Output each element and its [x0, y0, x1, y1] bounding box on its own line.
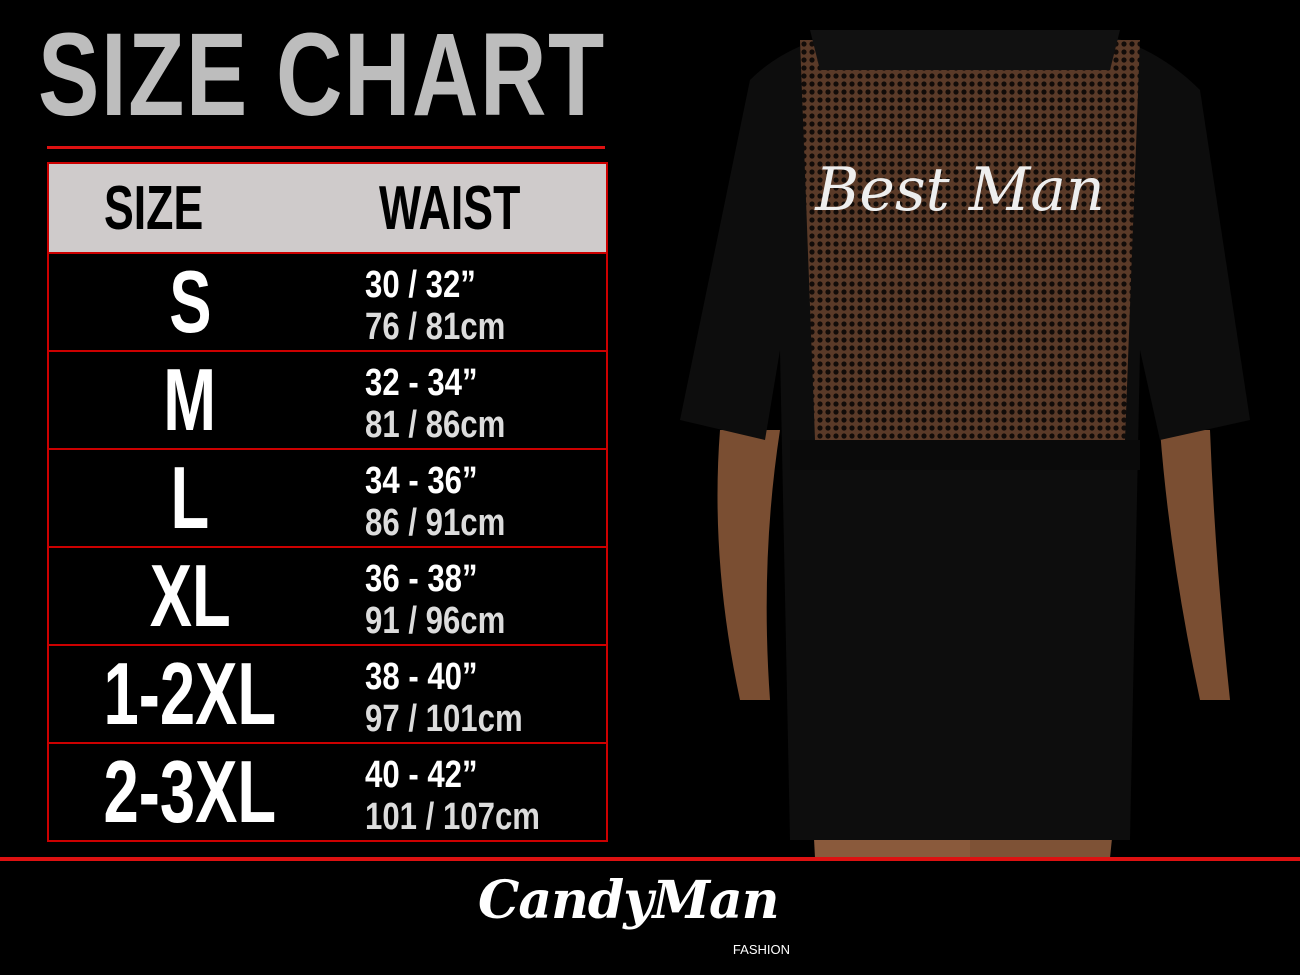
size-table: SIZE WAIST S 30 / 32” 76 / 81cm M 32 - 34” 81…: [47, 162, 608, 842]
waist-cm: 91 / 96cm: [365, 600, 506, 642]
robe-belt: [790, 440, 1140, 470]
waist-inches: 34 - 36”: [365, 460, 478, 502]
waist-inches: 32 - 34”: [365, 362, 478, 404]
waist-cell: 36 - 38” 91 / 96cm: [365, 558, 505, 642]
table-row: M 32 - 34” 81 / 86cm: [49, 350, 606, 450]
header-waist: WAIST: [379, 173, 521, 243]
table-header: SIZE WAIST: [49, 164, 606, 254]
waist-cm: 81 / 86cm: [365, 404, 506, 446]
size-label: 1-2XL: [103, 644, 277, 743]
table-row: XL 36 - 38” 91 / 96cm: [49, 546, 606, 646]
table-row: S 30 / 32” 76 / 81cm: [49, 252, 606, 352]
robe-print-text: Best Man: [814, 155, 1104, 225]
waist-cell: 32 - 34” 81 / 86cm: [365, 362, 505, 446]
brand-logo: CandyMan FASHION: [478, 866, 818, 971]
brand-name: CandyMan: [478, 870, 780, 931]
divider: [0, 857, 1300, 861]
page-title: SIZE CHART: [38, 9, 606, 141]
size-label: M: [163, 350, 217, 449]
waist-cm: 101 / 107cm: [365, 796, 540, 838]
arm-right: [1160, 430, 1230, 700]
arm-left: [717, 430, 780, 700]
mesh-panel: [800, 40, 1140, 440]
size-label: 2-3XL: [103, 742, 277, 841]
size-label: S: [168, 252, 212, 351]
table-row: 2-3XL 40 - 42” 101 / 107cm: [49, 742, 606, 841]
waist-cell: 38 - 40” 97 / 101cm: [365, 656, 523, 740]
waist-cell: 30 / 32” 76 / 81cm: [365, 264, 505, 348]
table-row: 1-2XL 38 - 40” 97 / 101cm: [49, 644, 606, 744]
waist-inches: 30 / 32”: [365, 264, 476, 306]
divider: [47, 146, 605, 149]
size-label: XL: [149, 546, 231, 645]
waist-cell: 40 - 42” 101 / 107cm: [365, 754, 540, 838]
waist-inches: 36 - 38”: [365, 558, 478, 600]
product-photo: Best Man: [680, 30, 1250, 858]
brand-sub: FASHION: [732, 942, 790, 957]
waist-inches: 38 - 40”: [365, 656, 478, 698]
waist-cm: 97 / 101cm: [365, 698, 523, 740]
waist-cell: 34 - 36” 86 / 91cm: [365, 460, 505, 544]
size-cell: L: [49, 448, 331, 547]
size-cell: XL: [49, 546, 331, 645]
size-cell: 1-2XL: [49, 644, 331, 743]
waist-cm: 76 / 81cm: [365, 306, 506, 348]
table-row: L 34 - 36” 86 / 91cm: [49, 448, 606, 548]
size-label: L: [170, 448, 210, 547]
size-cell: 2-3XL: [49, 742, 331, 841]
waist-cm: 86 / 91cm: [365, 502, 506, 544]
size-cell: S: [49, 252, 331, 351]
table-body: S 30 / 32” 76 / 81cm M 32 - 34” 81 / 86cm L 34 …: [49, 252, 606, 841]
size-cell: M: [49, 350, 331, 449]
robe-collar: [810, 30, 1120, 70]
header-size: SIZE: [104, 173, 204, 243]
waist-inches: 40 - 42”: [365, 754, 478, 796]
